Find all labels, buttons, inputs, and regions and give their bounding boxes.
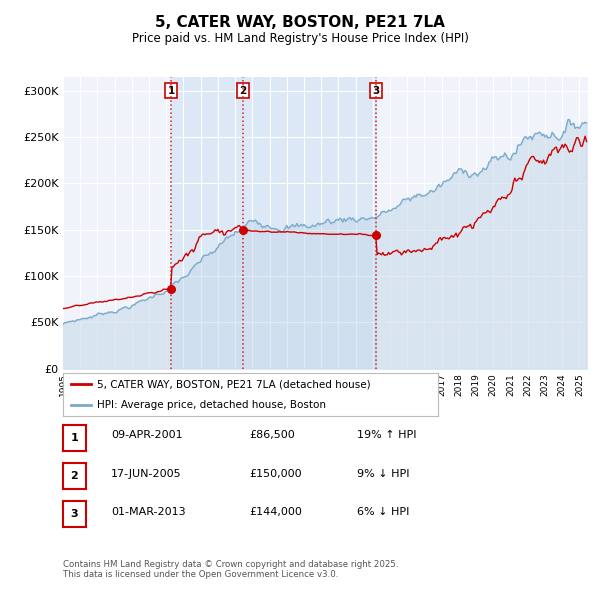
Text: 3: 3: [372, 86, 379, 96]
Text: 2: 2: [239, 86, 247, 96]
Text: 2: 2: [71, 471, 78, 481]
Text: Contains HM Land Registry data © Crown copyright and database right 2025.
This d: Contains HM Land Registry data © Crown c…: [63, 560, 398, 579]
Text: £86,500: £86,500: [249, 431, 295, 440]
Text: HPI: Average price, detached house, Boston: HPI: Average price, detached house, Bost…: [97, 401, 326, 410]
Text: 9% ↓ HPI: 9% ↓ HPI: [357, 469, 409, 478]
Text: £150,000: £150,000: [249, 469, 302, 478]
Text: 3: 3: [71, 509, 78, 519]
Text: 6% ↓ HPI: 6% ↓ HPI: [357, 507, 409, 517]
Bar: [243, 77, 376, 369]
Text: £144,000: £144,000: [249, 507, 302, 517]
Text: 19% ↑ HPI: 19% ↑ HPI: [357, 431, 416, 440]
Text: 1: 1: [71, 432, 78, 442]
Bar: [171, 77, 243, 369]
Text: 09-APR-2001: 09-APR-2001: [111, 431, 182, 440]
Text: 01-MAR-2013: 01-MAR-2013: [111, 507, 185, 517]
Text: 17-JUN-2005: 17-JUN-2005: [111, 469, 182, 478]
Text: 1: 1: [167, 86, 175, 96]
Text: 5, CATER WAY, BOSTON, PE21 7LA (detached house): 5, CATER WAY, BOSTON, PE21 7LA (detached…: [97, 379, 370, 389]
Text: Price paid vs. HM Land Registry's House Price Index (HPI): Price paid vs. HM Land Registry's House …: [131, 32, 469, 45]
Text: 5, CATER WAY, BOSTON, PE21 7LA: 5, CATER WAY, BOSTON, PE21 7LA: [155, 15, 445, 30]
